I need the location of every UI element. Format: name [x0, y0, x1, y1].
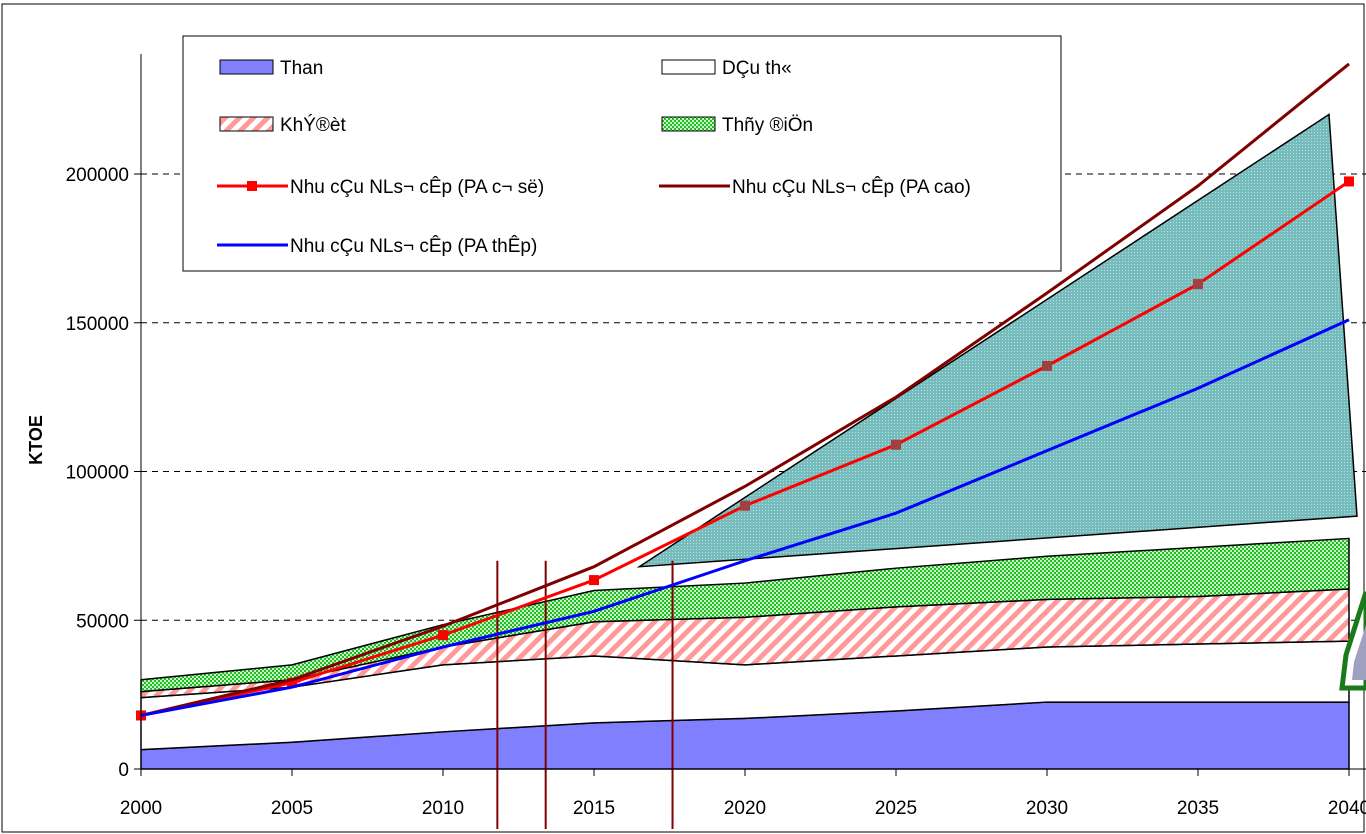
legend-swatch-1: [661, 59, 716, 75]
legend-label-4: Nhu cÇu NLs¬ cÊp (PA c¬ së): [290, 176, 544, 198]
marker-0-5: [891, 439, 901, 450]
marker-0-1: [287, 677, 297, 688]
marker-0-6: [1042, 360, 1052, 371]
line-2: [140, 318, 1350, 717]
legend-item-6: Nhu cÇu NLs¬ cÊp (PA thÊp): [217, 235, 537, 257]
legend-label-1: DÇu th«: [722, 58, 792, 79]
legend-label-6: Nhu cÇu NLs¬ cÊp (PA thÊp): [290, 235, 537, 257]
legend-label-2: KhÝ®èt: [280, 115, 346, 136]
x-tick-label-2015: 2015: [573, 798, 615, 819]
legend-swatch-2: [219, 116, 274, 132]
legend-label-5: Nhu cÇu NLs¬ cÊp (PA cao): [732, 176, 971, 198]
unnamed-area: [636, 113, 1358, 568]
legend-swatch-0: [219, 59, 274, 75]
legend-item-1: DÇu th«: [661, 58, 792, 79]
y-tick-label-100000: 100000: [66, 463, 129, 484]
y-tick-label-50000: 50000: [76, 611, 129, 632]
stacked-areas: [140, 537, 1350, 770]
legend-item-4: Nhu cÇu NLs¬ cÊp (PA c¬ së): [217, 176, 544, 198]
y-tick-label-150000: 150000: [66, 314, 129, 335]
legend-item-0: Than: [219, 58, 323, 79]
legend-item-2: KhÝ®èt: [219, 115, 346, 136]
marker-0-7: [1193, 279, 1203, 290]
demand-lines: [136, 62, 1354, 721]
legend-label-0: Than: [280, 58, 323, 79]
legend-swatch-3: [661, 116, 716, 132]
x-tick-label-2030: 2030: [1026, 798, 1068, 819]
marker-0-2: [438, 630, 448, 641]
arrow-fragment-icon: [1339, 591, 1366, 691]
marker-0-4: [740, 500, 750, 511]
axes: 0 50000 100000 150000 200000 2000 2005 2010 2015…: [66, 54, 1366, 819]
legend-marker-4: [247, 181, 257, 191]
legend-item-3: Thñy ®iÖn: [661, 115, 813, 136]
teal-area: [636, 113, 1358, 568]
x-tick-label-2010: 2010: [422, 798, 464, 819]
x-tick-label-2035: 2035: [1177, 798, 1219, 819]
y-axis-label: KTOE: [26, 415, 46, 465]
line-1: [140, 62, 1350, 717]
legend-box: [182, 35, 1062, 272]
legend: Than DÇu th« KhÝ®èt Thñy ®iÖn Nhu cÇu NLs¬ c…: [182, 35, 1062, 272]
y-tick-label-0: 0: [118, 760, 129, 781]
x-tick-label-2020: 2020: [724, 798, 766, 819]
x-tick-label-2040: 2040: [1328, 798, 1366, 819]
x-tick-label-2000: 2000: [120, 798, 162, 819]
legend-item-5: Nhu cÇu NLs¬ cÊp (PA cao): [659, 176, 971, 198]
marker-0-3: [589, 575, 599, 586]
x-tick-label-2005: 2005: [271, 798, 313, 819]
legend-label-3: Thñy ®iÖn: [722, 115, 813, 136]
x-tick-label-2025: 2025: [875, 798, 917, 819]
marker-0-8: [1344, 176, 1354, 187]
y-tick-label-200000: 200000: [66, 165, 129, 186]
